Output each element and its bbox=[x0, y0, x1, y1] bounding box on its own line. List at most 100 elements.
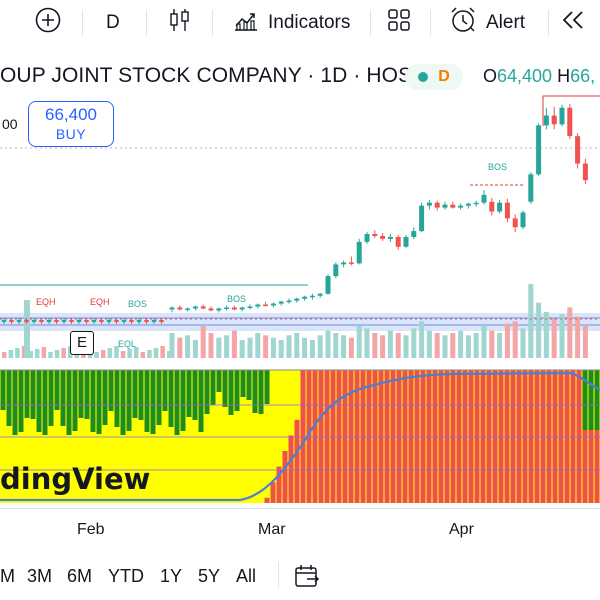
market-status-badge[interactable]: D bbox=[405, 64, 463, 90]
buy-button[interactable]: 66,400 BUY bbox=[28, 101, 114, 147]
indicators-label: Indicators bbox=[268, 12, 351, 33]
ohlc-open-value: 64,400 bbox=[497, 66, 553, 86]
candle-body bbox=[263, 304, 269, 307]
volume-bar bbox=[224, 335, 230, 358]
volume-bar bbox=[536, 302, 542, 358]
alert-button[interactable]: Alert bbox=[448, 6, 525, 40]
indicator-histogram-bar bbox=[126, 370, 132, 431]
symbol-title[interactable]: OUP JOINT STOCK COMPANY · 1D · HOSE bbox=[0, 64, 427, 87]
volume-bar bbox=[411, 328, 417, 358]
candle-body bbox=[16, 320, 22, 322]
indicator-histogram-bar bbox=[294, 419, 300, 503]
volume-bar bbox=[247, 337, 253, 358]
indicator-histogram-bar bbox=[288, 435, 294, 503]
bos-line-top bbox=[542, 95, 600, 126]
indicator-histogram-bar bbox=[264, 497, 270, 503]
volume-bar bbox=[35, 349, 40, 358]
volume-bar bbox=[177, 337, 183, 358]
candle-body bbox=[333, 264, 339, 277]
indicator-histogram-bar bbox=[12, 370, 18, 435]
goto-date-button[interactable] bbox=[293, 562, 321, 595]
indicator-histogram-bar bbox=[240, 370, 246, 397]
tradingview-watermark: dingView bbox=[0, 462, 151, 496]
interval-button[interactable]: D bbox=[106, 6, 120, 40]
candle-body bbox=[39, 320, 44, 322]
candle-body bbox=[69, 320, 74, 322]
add-symbol-button[interactable] bbox=[34, 6, 62, 40]
replay-button[interactable] bbox=[560, 6, 586, 40]
volume-bar bbox=[255, 333, 261, 358]
ohlc-high-label: H bbox=[557, 66, 571, 86]
candle-body bbox=[325, 276, 331, 294]
range-1y-button[interactable]: 1Y bbox=[160, 566, 183, 586]
volume-bar bbox=[167, 351, 172, 358]
volume-bar bbox=[434, 333, 440, 358]
volume-bar bbox=[15, 348, 20, 358]
range-all-button[interactable]: All bbox=[236, 566, 257, 586]
candle-body bbox=[575, 136, 581, 164]
toolbar-separator bbox=[212, 10, 213, 36]
indicator-histogram-bar bbox=[66, 370, 72, 435]
interval-label: D bbox=[106, 12, 120, 33]
templates-button[interactable] bbox=[386, 6, 412, 40]
candle-body bbox=[239, 307, 245, 310]
candle-body bbox=[356, 241, 362, 264]
indicator-histogram-bar bbox=[114, 370, 120, 427]
range-1m-button[interactable]: M bbox=[0, 566, 15, 586]
events-marker[interactable]: E bbox=[70, 331, 94, 355]
volume-bar-spike bbox=[24, 300, 30, 358]
indicator-histogram-bar bbox=[282, 451, 288, 503]
volume-bar bbox=[286, 335, 292, 358]
volume-bar bbox=[200, 326, 206, 358]
volume-bar bbox=[543, 312, 549, 358]
indicators-icon bbox=[232, 6, 260, 40]
range-3m-button[interactable]: 3M bbox=[27, 566, 53, 586]
candle-body bbox=[136, 320, 142, 322]
volume-bar bbox=[309, 340, 315, 358]
price-chart[interactable]: EQH EQH BOS BOS BOS EQL bbox=[0, 90, 600, 508]
indicator-histogram-bar bbox=[30, 370, 36, 419]
volume-bar bbox=[107, 348, 113, 358]
candle-body bbox=[302, 296, 308, 299]
rewind-icon bbox=[560, 7, 586, 39]
toolbar-separator bbox=[146, 10, 147, 36]
indicator-histogram-bar bbox=[270, 482, 276, 503]
volume-bar bbox=[48, 352, 53, 358]
volume-bar bbox=[364, 328, 370, 358]
range-5y-button[interactable]: 5Y bbox=[198, 566, 221, 586]
volume-bar bbox=[208, 333, 214, 358]
toolbar-separator bbox=[430, 10, 431, 36]
grid-icon bbox=[386, 7, 412, 39]
volume-bar bbox=[153, 348, 159, 358]
candle-body bbox=[159, 320, 164, 322]
candle-body bbox=[419, 205, 425, 232]
candle-body bbox=[442, 204, 448, 208]
date-range-bar: M 3M 6M YTD 1Y 5Y All bbox=[0, 556, 600, 596]
volume-bar bbox=[426, 330, 432, 358]
range-6m-button[interactable]: 6M bbox=[67, 566, 93, 586]
time-axis[interactable]: Feb Mar Apr bbox=[0, 508, 600, 548]
bos-label: BOS bbox=[128, 299, 147, 309]
eql-label: EQL bbox=[118, 339, 136, 349]
indicator-histogram-bar bbox=[18, 370, 24, 432]
indicator-histogram-bar bbox=[102, 370, 108, 425]
candles-icon bbox=[168, 6, 192, 40]
candle-body bbox=[512, 218, 518, 228]
volume-bar bbox=[341, 335, 347, 358]
indicator-histogram-bar bbox=[186, 370, 192, 417]
candle-body bbox=[528, 174, 534, 202]
volume-bar bbox=[169, 333, 175, 358]
volume-bar bbox=[185, 335, 191, 358]
candle-body bbox=[543, 115, 549, 126]
volume-bar bbox=[356, 326, 362, 358]
time-label-mar: Mar bbox=[258, 521, 286, 538]
indicators-button[interactable]: Indicators bbox=[232, 6, 350, 40]
range-ytd-button[interactable]: YTD bbox=[108, 566, 144, 586]
candle-body bbox=[114, 320, 119, 322]
candle-body bbox=[582, 163, 588, 181]
volume-bar bbox=[147, 350, 152, 358]
indicator-histogram-bar bbox=[54, 370, 60, 410]
chart-type-button[interactable] bbox=[168, 6, 192, 40]
candle-body bbox=[380, 236, 386, 239]
indicator-histogram-bar bbox=[90, 370, 96, 432]
